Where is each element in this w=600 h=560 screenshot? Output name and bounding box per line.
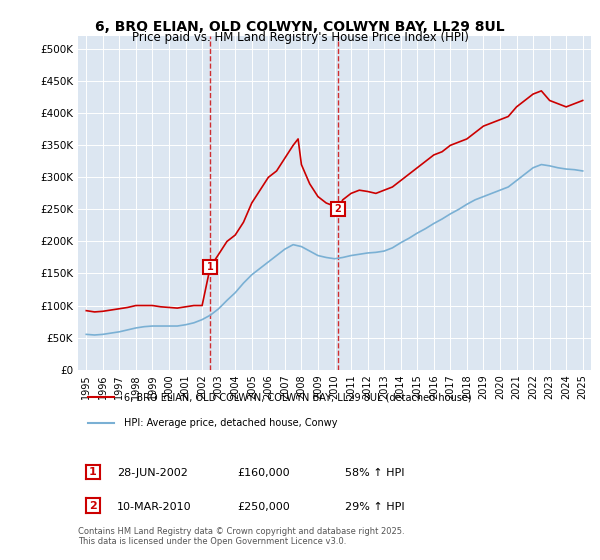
Text: 29% ↑ HPI: 29% ↑ HPI (345, 502, 404, 512)
Text: 10-MAR-2010: 10-MAR-2010 (117, 502, 191, 512)
Text: £160,000: £160,000 (237, 468, 290, 478)
Text: Price paid vs. HM Land Registry's House Price Index (HPI): Price paid vs. HM Land Registry's House … (131, 31, 469, 44)
Text: Contains HM Land Registry data © Crown copyright and database right 2025.
This d: Contains HM Land Registry data © Crown c… (78, 526, 404, 546)
Text: 2: 2 (334, 204, 341, 214)
Text: HPI: Average price, detached house, Conwy: HPI: Average price, detached house, Conw… (124, 418, 338, 428)
Text: 1: 1 (89, 467, 97, 477)
Text: 6, BRO ELIAN, OLD COLWYN, COLWYN BAY, LL29 8UL (detached house): 6, BRO ELIAN, OLD COLWYN, COLWYN BAY, LL… (124, 392, 472, 402)
Text: 58% ↑ HPI: 58% ↑ HPI (345, 468, 404, 478)
Text: 2: 2 (89, 501, 97, 511)
Text: 1: 1 (207, 262, 214, 272)
Text: 6, BRO ELIAN, OLD COLWYN, COLWYN BAY, LL29 8UL: 6, BRO ELIAN, OLD COLWYN, COLWYN BAY, LL… (95, 20, 505, 34)
Text: £250,000: £250,000 (237, 502, 290, 512)
Text: 28-JUN-2002: 28-JUN-2002 (117, 468, 188, 478)
